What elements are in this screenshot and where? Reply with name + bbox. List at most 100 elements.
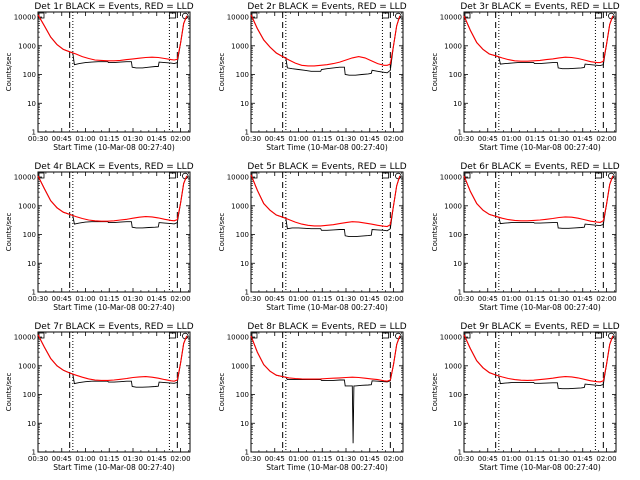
y-tick-label: 100 [449, 71, 462, 79]
y-tick-label: 10000 [14, 14, 36, 22]
x-tick-label: 01:30 [549, 455, 569, 463]
x-axis-label: Start Time (10-Mar-08 00:27:40) [479, 463, 601, 472]
x-tick-label: 00:30 [241, 455, 261, 463]
chart-panel-5: Det 5r BLACK = Events, RED = LLD 1 10 100 10… [218, 162, 407, 312]
y-tick-label: 100 [236, 71, 249, 79]
x-tick-label: 02:00 [170, 455, 190, 463]
x-tick-label: 01:45 [360, 135, 380, 143]
y-tick-label: 10 [453, 260, 462, 268]
x-tick-label: 00:45 [52, 455, 72, 463]
y-tick-label: 1 [245, 449, 249, 457]
corner-marker [169, 172, 176, 179]
x-tick-label: 01:00 [501, 295, 521, 303]
y-axis-label: Counts/sec [218, 53, 226, 92]
corner-marker [182, 172, 189, 180]
y-tick-label: 10000 [227, 174, 249, 182]
x-tick-label: 01:15 [312, 295, 332, 303]
chart-title: Det 4r BLACK = Events, RED = LLD [34, 162, 193, 172]
plot-frame [250, 171, 404, 293]
x-tick-label: 01:30 [549, 135, 569, 143]
corner-marker [595, 172, 602, 179]
x-tick-label: 02:00 [596, 295, 616, 303]
y-tick-label: 10000 [14, 174, 36, 182]
x-tick-label: 01:45 [147, 295, 167, 303]
y-tick-label: 10 [240, 420, 249, 428]
x-tick-label: 02:00 [383, 295, 403, 303]
y-tick-label: 10 [27, 100, 36, 108]
x-tick-label: 01:45 [573, 455, 593, 463]
x-tick-label: 01:00 [75, 295, 95, 303]
y-tick-label: 1000 [231, 202, 249, 210]
x-tick-label: 01:00 [288, 455, 308, 463]
plot-frame [463, 171, 617, 293]
x-tick-label: 01:15 [312, 135, 332, 143]
corner-marker [464, 12, 471, 19]
y-tick-label: 100 [236, 391, 249, 399]
x-tick-label: 01:00 [501, 455, 521, 463]
chart-panel-6: Det 6r BLACK = Events, RED = LLD 1 10 100 10… [431, 162, 620, 312]
y-tick-label: 1000 [18, 202, 36, 210]
corner-marker [395, 172, 402, 180]
x-tick-label: 01:00 [75, 455, 95, 463]
y-axis-label: Counts/sec [5, 373, 13, 412]
y-tick-label: 1000 [444, 362, 462, 370]
x-axis-label: Start Time (10-Mar-08 00:27:40) [53, 303, 175, 312]
y-tick-label: 1 [458, 449, 462, 457]
x-tick-label: 01:45 [360, 455, 380, 463]
corner-marker [608, 12, 615, 20]
chart-panel-8: Det 8r BLACK = Events, RED = LLD 1 10 100 10… [218, 322, 407, 472]
y-tick-label: 10000 [440, 14, 462, 22]
x-tick-label: 01:45 [360, 295, 380, 303]
chart-title: Det 7r BLACK = Events, RED = LLD [34, 322, 193, 332]
y-tick-label: 1 [458, 289, 462, 297]
plot-frame [37, 331, 191, 453]
x-tick-label: 00:30 [454, 135, 474, 143]
series-line-lld [250, 335, 401, 382]
y-tick-label: 100 [449, 231, 462, 239]
x-tick-label: 01:15 [525, 295, 545, 303]
x-tick-label: 01:00 [288, 295, 308, 303]
y-axis-label: Counts/sec [5, 53, 13, 92]
x-tick-label: 01:45 [147, 135, 167, 143]
x-tick-label: 00:30 [241, 295, 261, 303]
x-tick-label: 01:15 [99, 455, 119, 463]
series-line-lld [250, 174, 401, 228]
y-tick-label: 10 [27, 420, 36, 428]
corner-marker [251, 332, 258, 339]
x-tick-label: 01:30 [123, 455, 143, 463]
y-tick-label: 1000 [444, 202, 462, 210]
x-tick-label: 01:15 [312, 455, 332, 463]
series-line-lld [463, 15, 614, 64]
x-axis-label: Start Time (10-Mar-08 00:27:40) [479, 303, 601, 312]
corner-marker [382, 332, 389, 339]
x-tick-label: 02:00 [383, 455, 403, 463]
y-axis-label: Counts/sec [5, 213, 13, 252]
plot-frame [37, 11, 191, 133]
x-tick-label: 00:45 [478, 295, 498, 303]
plot-frame [250, 331, 404, 453]
series-line-lld [37, 175, 188, 222]
chart-title: Det 1r BLACK = Events, RED = LLD [34, 2, 193, 12]
y-axis-label: Counts/sec [218, 373, 226, 412]
x-tick-label: 00:30 [28, 295, 48, 303]
y-tick-label: 10000 [227, 14, 249, 22]
chart-panel-9: Det 9r BLACK = Events, RED = LLD 1 10 100 10… [431, 322, 620, 472]
y-tick-label: 1 [245, 289, 249, 297]
corner-marker [382, 12, 389, 19]
chart-title: Det 6r BLACK = Events, RED = LLD [460, 162, 619, 172]
x-tick-label: 01:30 [336, 135, 356, 143]
series-line-events [37, 175, 188, 229]
x-axis-label: Start Time (10-Mar-08 00:27:40) [266, 463, 388, 472]
y-tick-label: 1 [458, 129, 462, 137]
corner-marker [608, 332, 615, 340]
series-line-events [250, 335, 401, 444]
corner-marker [182, 332, 189, 340]
chart-panel-4: Det 4r BLACK = Events, RED = LLD 1 10 100 10… [5, 162, 194, 312]
x-tick-label: 01:30 [336, 295, 356, 303]
x-tick-label: 00:30 [28, 455, 48, 463]
x-tick-label: 01:15 [525, 455, 545, 463]
x-tick-label: 01:15 [525, 135, 545, 143]
y-tick-label: 10 [27, 260, 36, 268]
y-tick-label: 1 [32, 449, 36, 457]
